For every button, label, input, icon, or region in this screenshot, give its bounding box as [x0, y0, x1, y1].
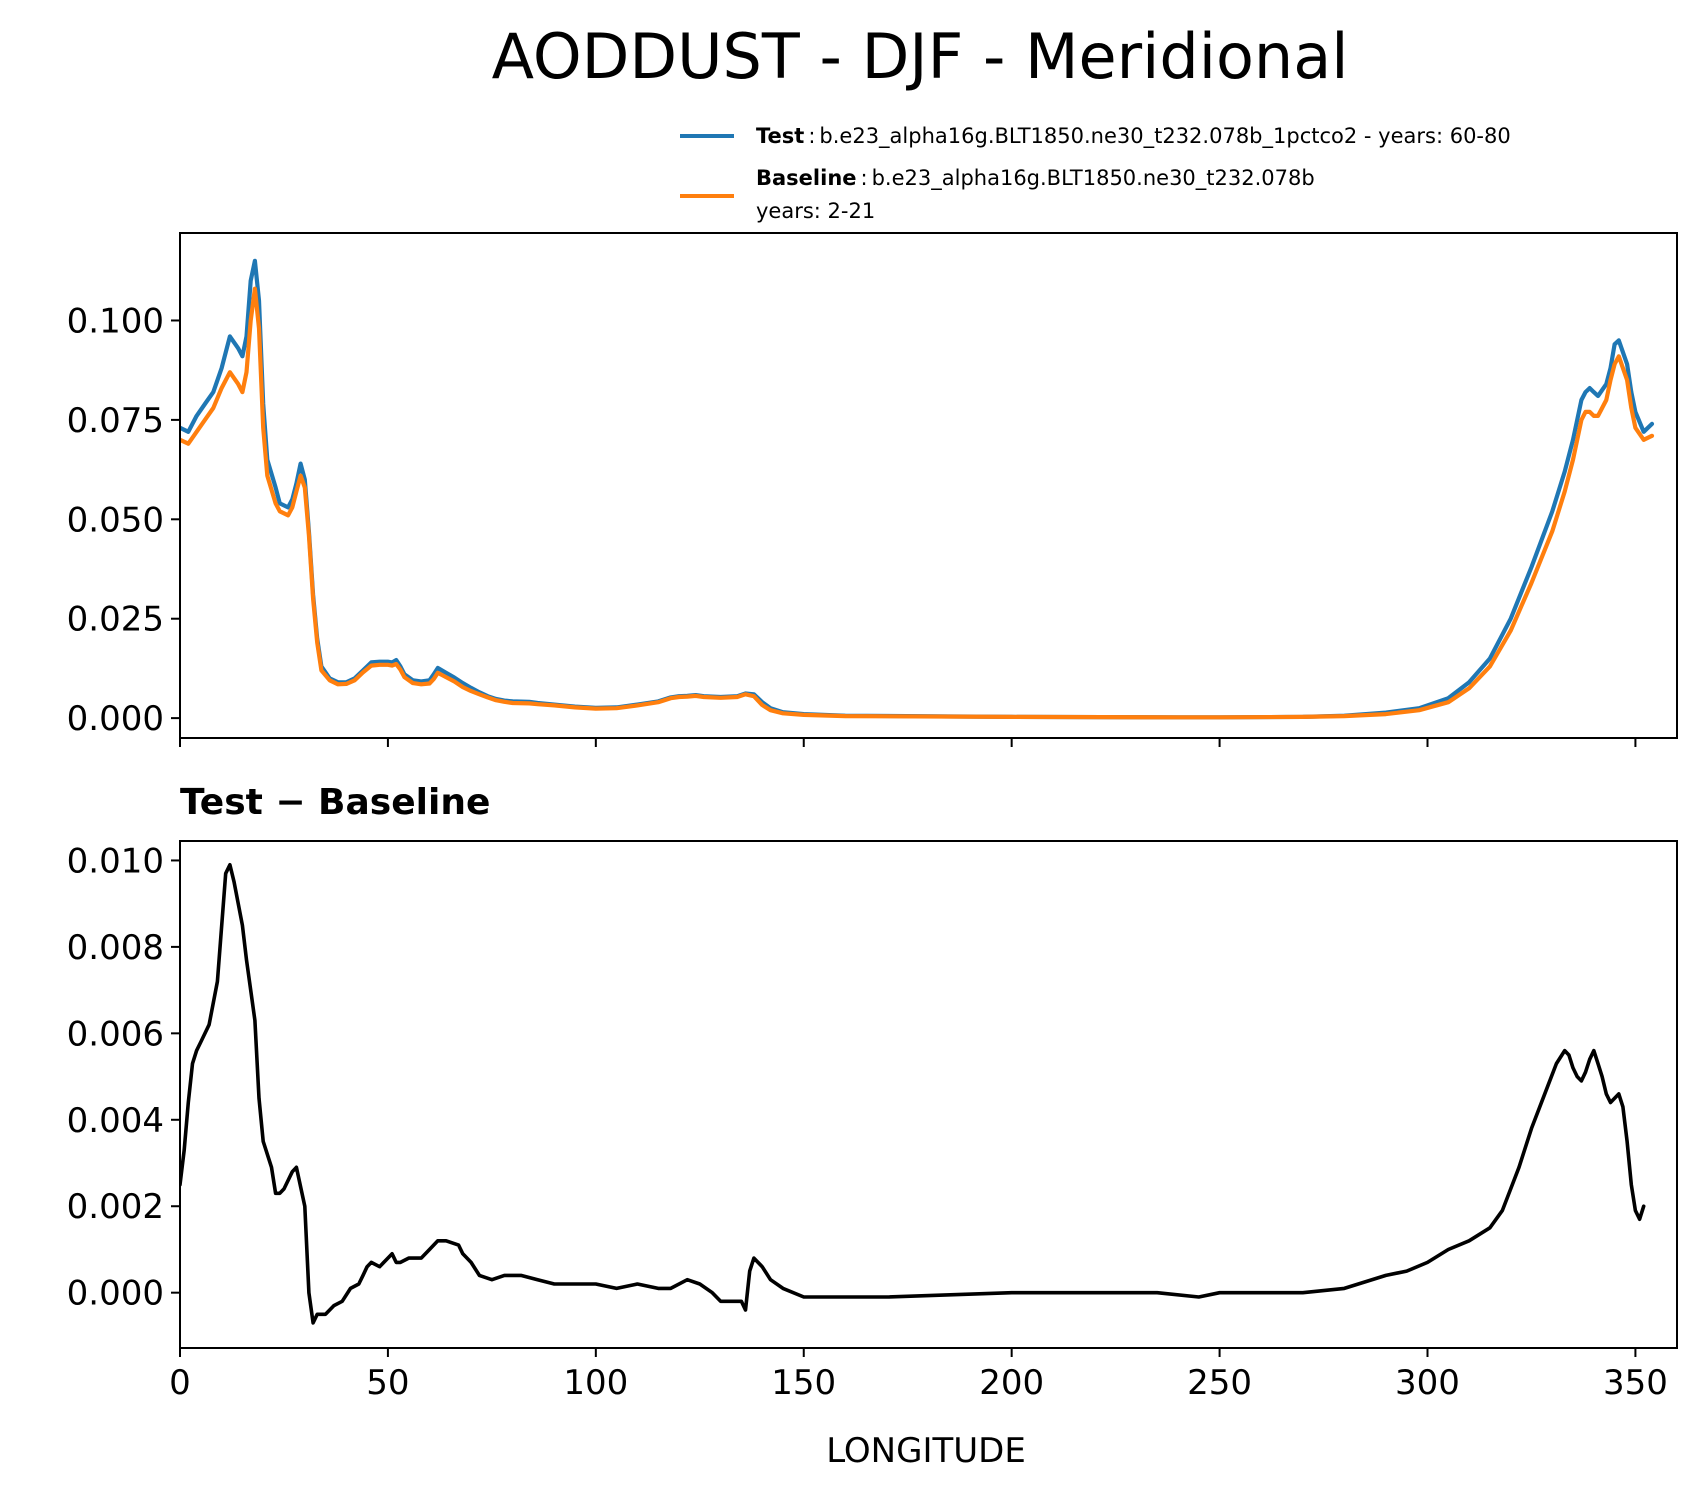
bot-y-tick-label: 0.000	[67, 1274, 164, 1314]
top-series	[180, 258, 1655, 720]
bot-y-tick-label: 0.002	[67, 1187, 164, 1227]
bottom-panel: 0.000 0.002 0.004 0.006 0.008 0.010 0 50 100 150…	[67, 840, 1678, 1403]
bot-x-tick-label: 0	[169, 1363, 191, 1403]
legend: Test: b.e23_alpha16g.BLT1850.ne30_t232.07…	[680, 124, 1511, 223]
bot-x-tick-label: 100	[563, 1363, 628, 1403]
top-series-line-baseline	[180, 286, 1655, 720]
figure-title: AODDUST - DJF - Meridional	[492, 20, 1349, 93]
bottom-plot-frame	[179, 840, 1678, 1349]
bottom-y-axis: 0.000 0.002 0.004 0.006 0.008 0.010	[67, 841, 180, 1314]
bot-x-tick-label: 300	[1395, 1363, 1460, 1403]
bot-x-tick-label: 250	[1187, 1363, 1252, 1403]
bottom-series	[180, 863, 1646, 1325]
top-y-tick-label: 0.075	[67, 401, 164, 441]
bot-y-tick-label: 0.008	[67, 928, 164, 968]
bot-y-tick-label: 0.004	[67, 1101, 164, 1141]
top-y-axis: 0.000 0.025 0.050 0.075 0.100	[67, 301, 180, 739]
top-y-tick-label: 0.000	[67, 699, 164, 739]
legend-entry-baseline-years: years: 2-21	[756, 199, 875, 223]
bot-y-tick-label: 0.010	[67, 841, 164, 881]
x-axis-label: LONGITUDE	[826, 1431, 1026, 1471]
top-panel: 0.000 0.025 0.050 0.075 0.100	[67, 232, 1678, 747]
bot-series-line-0	[180, 863, 1646, 1325]
bot-x-tick-label: 50	[366, 1363, 409, 1403]
bot-x-tick-label: 200	[979, 1363, 1044, 1403]
top-y-tick-label: 0.100	[67, 301, 164, 341]
top-y-tick-label: 0.025	[67, 600, 164, 640]
top-y-tick-label: 0.050	[67, 500, 164, 540]
bottom-x-axis: 0 50 100 150 200 250 300 350	[169, 1348, 1668, 1403]
legend-entry-baseline: Baseline: b.e23_alpha16g.BLT1850.ne30_t23…	[756, 166, 1315, 191]
top-plot-frame	[179, 232, 1678, 739]
bottom-panel-title: Test − Baseline	[180, 782, 490, 823]
bot-x-tick-label: 350	[1603, 1363, 1668, 1403]
bot-y-tick-label: 0.006	[67, 1014, 164, 1054]
bot-x-tick-label: 150	[771, 1363, 836, 1403]
top-x-axis	[179, 738, 1637, 747]
legend-entry-test: Test: b.e23_alpha16g.BLT1850.ne30_t232.07…	[756, 124, 1511, 149]
